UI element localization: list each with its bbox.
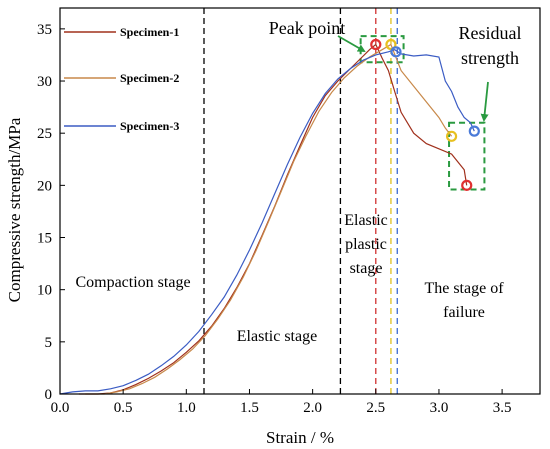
peak-marker-2 [385,38,397,51]
y-tick-label: 25 [37,126,52,142]
y-tick-label: 10 [37,283,52,299]
legend: Specimen-1 Specimen-2 Specimen-3 [64,25,179,133]
peak-marker-1 [370,38,382,51]
stage-boundary-lines [203,8,398,394]
residual-marker-1 [461,179,473,191]
residual-marker-2 [445,130,458,142]
x-tick-label: 2.5 [366,400,385,416]
y-tick-label: 35 [37,22,52,38]
residual-arrow [480,81,489,122]
residual-strength-annotation: Residual [459,23,522,43]
y-tick-label: 15 [37,231,52,247]
x-tick-label: 2.0 [303,400,322,416]
failure-stage-label: The stage of [424,280,504,297]
x-axis-title: Strain / % [266,428,334,447]
residual-strength-annotation: strength [461,48,519,68]
y-tick-label: 0 [45,387,53,403]
legend-label-specimen-3: Specimen-3 [120,119,179,133]
tick-labels: 0.0 0.5 1.0 1.5 2.0 2.5 3.0 3.5 0 5 10 15 20 25 30 35 [37,22,511,416]
series-line-specimen-3 [59,49,475,395]
failure-stage-label: failure [443,304,485,321]
peak-arrow [337,35,366,52]
point-markers [370,38,480,191]
legend-label-specimen-1: Specimen-1 [120,25,179,39]
x-tick-label: 1.0 [177,400,196,416]
series-lines [59,43,475,395]
peak-point-annotation: Peak point [269,18,346,38]
x-tick-label: 3.0 [430,400,449,416]
peak-marker-3 [390,46,402,58]
y-tick-label: 5 [45,335,53,351]
series-line-specimen-2 [85,43,453,395]
axes [59,7,541,395]
x-tick-label: 3.5 [493,400,512,416]
residual-marker-3 [468,125,480,137]
plot-frame [59,7,541,395]
compaction-stage-label: Compaction stage [75,274,190,291]
x-tick-label: 0.5 [114,400,133,416]
elastic-plastic-stage-label: Elastic [344,212,388,229]
x-tick-label: 0.0 [51,400,70,416]
elastic-stage-label: Elastic stage [237,328,317,345]
series-line-specimen-1 [78,43,468,395]
legend-label-specimen-2: Specimen-2 [120,71,179,85]
y-axis-title: Compressive strength/MPa [5,117,24,302]
stage-labels: Compaction stage Elastic stage Elastic plas… [75,18,521,345]
x-tick-label: 1.5 [240,400,259,416]
y-tick-label: 20 [37,178,52,194]
residual-box [448,121,486,191]
y-tick-label: 30 [37,74,52,90]
elastic-plastic-stage-label: plastic [345,236,387,253]
elastic-plastic-stage-label: stage [350,260,383,277]
